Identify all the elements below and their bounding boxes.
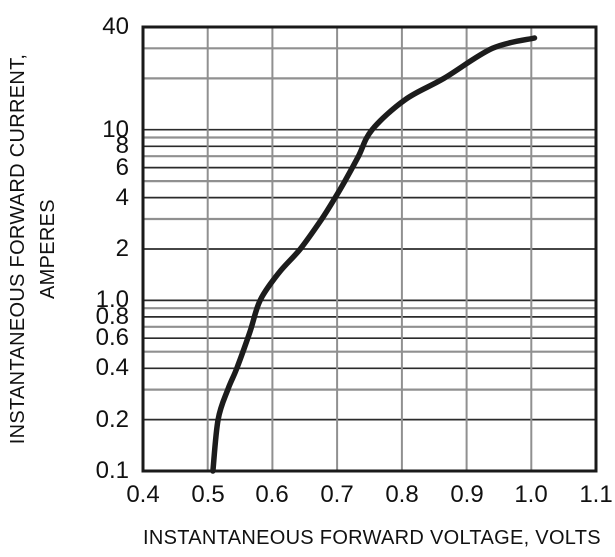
y-tick-label: 6 xyxy=(115,154,129,181)
y-tick-label: 0.4 xyxy=(95,354,129,381)
y-tick-label: 40 xyxy=(102,13,129,40)
x-axis-title: INSTANTANEOUS FORWARD VOLTAGE, VOLTS xyxy=(143,527,601,549)
x-tick-label: 0.7 xyxy=(320,481,354,508)
forward-current-curve xyxy=(210,35,538,474)
x-tick-label: 0.5 xyxy=(191,481,225,508)
x-tick-label: 1.0 xyxy=(514,481,548,508)
y-tick-label: 0.8 xyxy=(95,303,129,330)
y-tick-label: 0.1 xyxy=(95,457,129,484)
y-tick-label: 0.6 xyxy=(95,324,129,351)
y-axis-title-line2: AMPERES xyxy=(37,199,59,299)
x-tick-label: 0.8 xyxy=(385,481,419,508)
y-axis-title-line1: INSTANTANEOUS FORWARD CURRENT, xyxy=(7,53,29,445)
y-tick-label: 8 xyxy=(115,132,129,159)
y-tick-label: 2 xyxy=(115,235,129,262)
y-axis-title: INSTANTANEOUS FORWARD CURRENT, AMPERES xyxy=(3,14,65,484)
x-tick-label: 1.1 xyxy=(579,481,613,508)
y-tick-label: 0.2 xyxy=(95,406,129,433)
x-tick-label: 0.9 xyxy=(450,481,484,508)
y-tick-label: 10 xyxy=(102,116,129,143)
y-tick-label: 4 xyxy=(115,184,129,211)
x-tick-label: 0.4 xyxy=(126,481,160,508)
plot-border xyxy=(141,25,598,473)
y-tick-label: 1.0 xyxy=(95,286,129,313)
x-tick-label: 0.6 xyxy=(255,481,289,508)
